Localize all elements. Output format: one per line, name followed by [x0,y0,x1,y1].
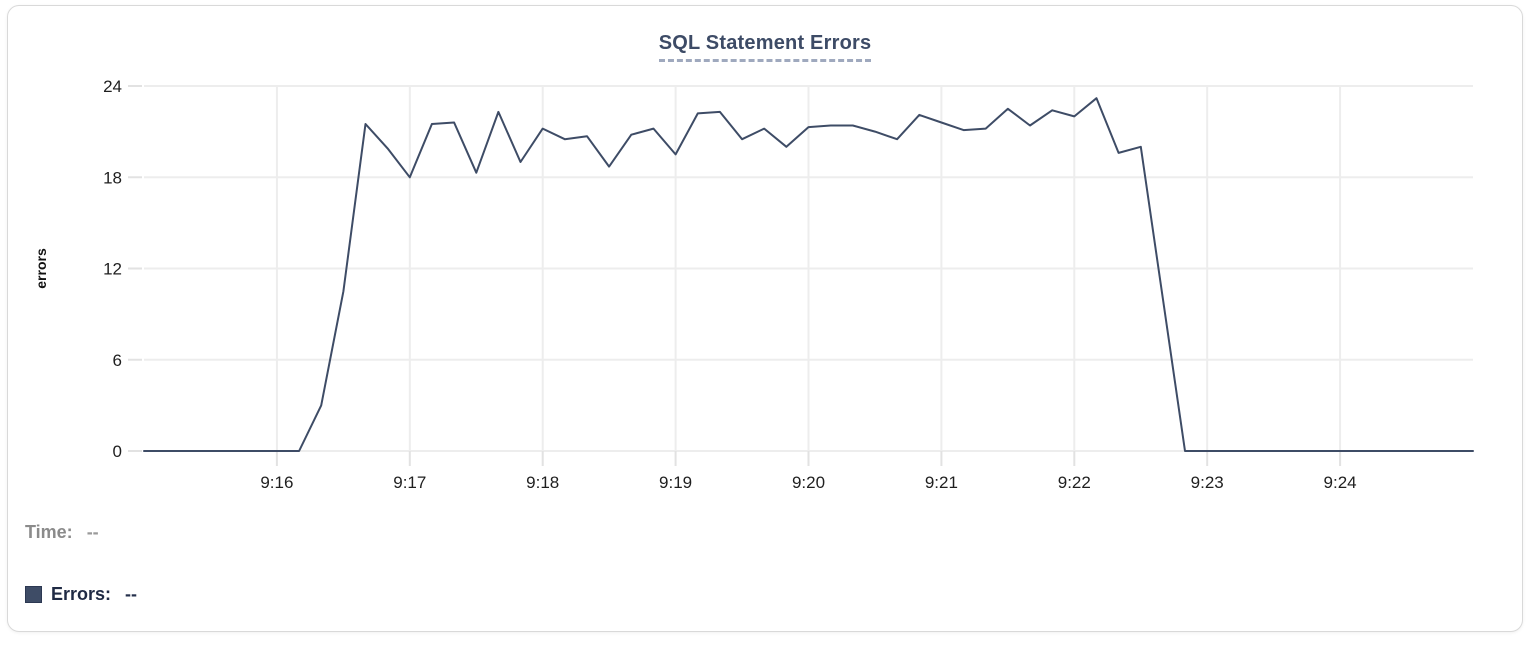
svg-text:9:18: 9:18 [526,473,559,492]
chart-title[interactable]: SQL Statement Errors [658,32,872,62]
chart-title-wrap: SQL Statement Errors [8,32,1522,62]
errors-series-swatch[interactable] [25,586,42,603]
svg-text:9:22: 9:22 [1058,473,1091,492]
chart-tick-marks [128,85,1342,466]
svg-text:9:17: 9:17 [393,473,426,492]
svg-text:12: 12 [103,260,122,279]
chart-axis-labels: 0 6 12 18 24 9:16 9:17 9:18 9:19 9:20 9:21 9:22 9:23… [33,77,1357,492]
legend-errors-value: -- [125,584,138,604]
y-axis-title: errors [33,248,49,289]
svg-text:9:16: 9:16 [260,473,293,492]
errors-chart[interactable]: 0 6 12 18 24 9:16 9:17 9:18 9:19 9:20 9:21 9:22 9:23… [8,6,1522,511]
legend-errors-row[interactable]: Errors: -- [25,584,137,605]
svg-text:18: 18 [103,168,122,187]
legend-time-label: Time: [25,522,73,542]
legend-errors-label: Errors: [51,584,112,604]
legend-time-value: -- [86,522,99,542]
svg-text:9:19: 9:19 [659,473,692,492]
svg-text:6: 6 [113,351,122,370]
svg-text:24: 24 [103,77,122,96]
svg-text:9:23: 9:23 [1191,473,1224,492]
errors-series-line [143,97,1474,452]
svg-text:9:21: 9:21 [925,473,958,492]
chart-card: SQL Statement Errors 0 6 12 18 24 9:16 9:17 9:1… [7,5,1523,632]
svg-text:9:20: 9:20 [792,473,825,492]
legend-time-row: Time: -- [25,522,99,543]
svg-text:0: 0 [113,442,122,461]
svg-text:9:24: 9:24 [1324,473,1357,492]
chart-gridlines [144,85,1473,452]
